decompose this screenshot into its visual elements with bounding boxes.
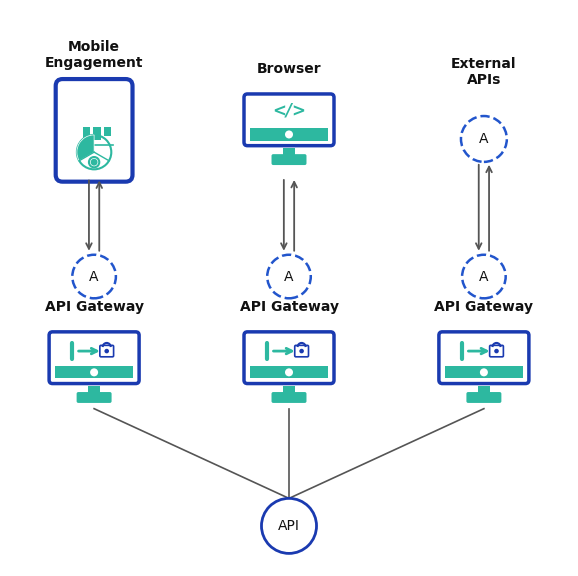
FancyBboxPatch shape (490, 346, 503, 357)
Circle shape (462, 255, 506, 298)
Text: External
APIs: External APIs (451, 57, 517, 88)
FancyBboxPatch shape (77, 392, 112, 403)
FancyBboxPatch shape (244, 94, 334, 146)
Circle shape (494, 349, 499, 353)
Circle shape (267, 255, 311, 298)
FancyBboxPatch shape (55, 79, 132, 181)
FancyBboxPatch shape (272, 392, 306, 403)
Bar (93, 127, 101, 140)
Circle shape (261, 498, 317, 554)
Text: A: A (284, 270, 294, 283)
Circle shape (285, 130, 293, 138)
Text: API Gateway: API Gateway (239, 300, 339, 314)
Text: Mobile
Engagement: Mobile Engagement (45, 40, 143, 70)
FancyBboxPatch shape (244, 332, 334, 384)
Circle shape (480, 368, 488, 376)
FancyBboxPatch shape (272, 154, 306, 165)
Text: Browser: Browser (257, 62, 321, 76)
Circle shape (91, 159, 98, 166)
FancyBboxPatch shape (100, 346, 114, 357)
Bar (283, 386, 295, 399)
Circle shape (90, 368, 98, 376)
Circle shape (105, 349, 109, 353)
Bar (250, 128, 328, 141)
Wedge shape (77, 135, 94, 161)
Circle shape (299, 349, 304, 353)
Bar (83, 127, 90, 143)
FancyBboxPatch shape (466, 392, 501, 403)
Text: </>: </> (272, 102, 306, 120)
Text: API: API (278, 519, 300, 533)
Bar (250, 366, 328, 378)
Text: A: A (90, 270, 99, 283)
Bar (55, 366, 134, 378)
Text: API Gateway: API Gateway (435, 300, 533, 314)
FancyBboxPatch shape (439, 332, 529, 384)
Text: A: A (479, 270, 488, 283)
Circle shape (72, 255, 116, 298)
Bar (477, 386, 490, 399)
Text: API Gateway: API Gateway (45, 300, 143, 314)
Circle shape (285, 368, 293, 376)
Bar (88, 386, 101, 399)
FancyBboxPatch shape (49, 332, 139, 384)
Text: A: A (479, 132, 488, 146)
Bar (444, 366, 523, 378)
Circle shape (461, 116, 507, 162)
Bar (283, 148, 295, 161)
FancyBboxPatch shape (295, 346, 309, 357)
Bar (103, 127, 111, 136)
